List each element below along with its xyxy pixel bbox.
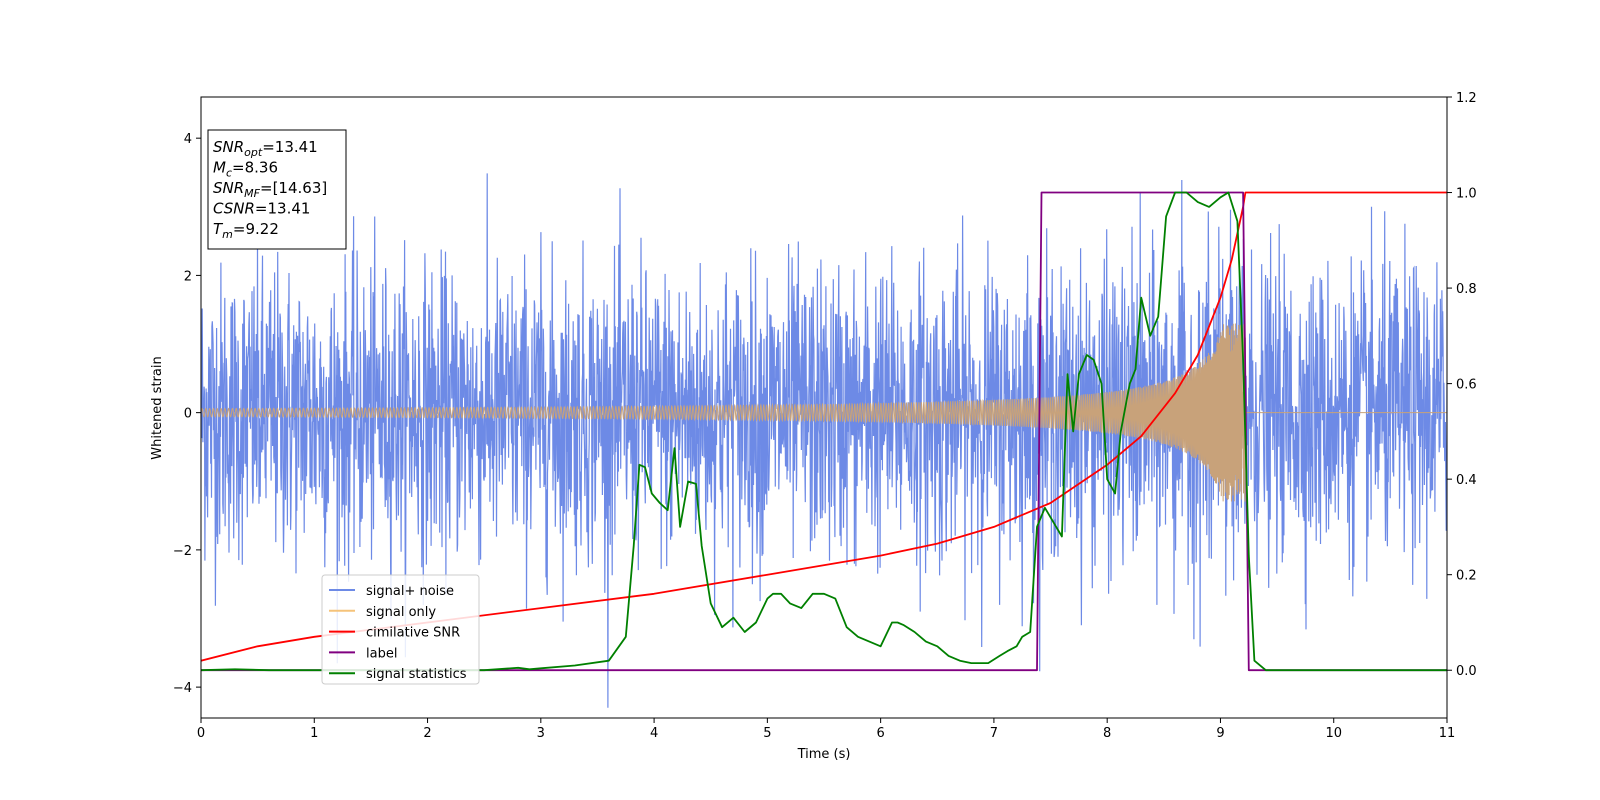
y-right-tick-label: 0.8	[1456, 282, 1477, 297]
legend-label: label	[366, 646, 397, 661]
info-box-entry: Mc=8.36	[213, 159, 278, 180]
x-tick-label: 8	[1103, 726, 1111, 741]
x-tick-label: 4	[650, 726, 658, 741]
x-tick-label: 5	[763, 726, 771, 741]
y-axis-right: 1.2 1.0 0.8 0.6 0.4 0.2 0.0	[1447, 91, 1477, 679]
y-axis-label: Whitened strain	[150, 356, 165, 459]
y-right-tick-label: 0.4	[1456, 473, 1477, 488]
info-box-entry: Tm=9.22	[213, 220, 279, 241]
info-box-entry: CSNR=13.41	[213, 200, 310, 218]
info-box-entry: SNRMF=[14.63]	[213, 179, 327, 200]
legend-label: signal only	[366, 605, 436, 620]
legend-frame	[321, 574, 480, 685]
x-tick-label: 7	[990, 726, 998, 741]
y-right-tick-label: 1.2	[1456, 91, 1477, 106]
y-right-tick-label: 1.0	[1456, 187, 1477, 202]
y-right-tick-label: 0.0	[1456, 664, 1477, 679]
legend-label: signal statistics	[366, 667, 467, 682]
series-signal-only	[201, 323, 1447, 502]
info-box: SNRopt=13.41Mc=8.36SNRMF=[14.63]CSNR=13.…	[207, 129, 347, 250]
y-axis-left: 4 2 0 −2 −4	[173, 132, 201, 696]
legend-label: cimilative SNR	[366, 626, 460, 641]
x-tick-label: 9	[1216, 726, 1224, 741]
x-tick-label: 2	[423, 726, 431, 741]
x-tick-label: 6	[876, 726, 884, 741]
x-axis: 0 1 2 3 4 5 6 7 8 9 10 11	[197, 718, 1455, 741]
x-tick-label: 10	[1325, 726, 1342, 741]
legend: signal+ noise signal only cimilative SNR la…	[321, 574, 480, 685]
info-box-frame	[207, 129, 347, 250]
x-tick-label: 11	[1439, 726, 1456, 741]
y-left-tick-label: 2	[184, 269, 192, 284]
x-tick-label: 0	[197, 726, 205, 741]
x-axis-label: Time (s)	[797, 747, 851, 762]
axes-frame	[200, 96, 1448, 719]
info-box-entry: SNRopt=13.41	[213, 138, 318, 159]
legend-label: signal+ noise	[366, 584, 454, 599]
y-left-tick-label: −4	[173, 681, 192, 696]
x-tick-label: 1	[310, 726, 318, 741]
y-left-tick-label: 0	[184, 407, 192, 422]
y-left-tick-label: −2	[173, 544, 192, 559]
series-signal-statistics	[201, 191, 1447, 672]
y-left-tick-label: 4	[184, 132, 192, 147]
y-right-tick-label: 0.6	[1456, 378, 1477, 393]
x-tick-label: 3	[537, 726, 545, 741]
y-right-tick-label: 0.2	[1456, 569, 1477, 584]
